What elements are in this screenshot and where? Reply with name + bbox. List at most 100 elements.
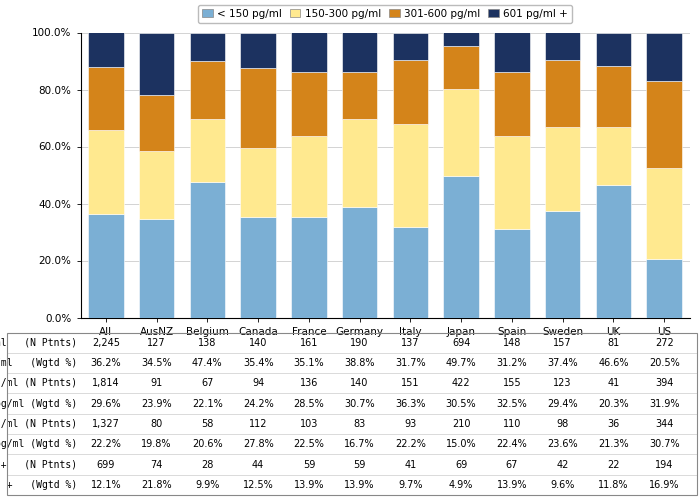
Text: 67: 67: [505, 460, 518, 469]
Text: 59: 59: [302, 460, 315, 469]
Bar: [646, 259, 682, 318]
Text: 31.7%: 31.7%: [395, 358, 426, 368]
Text: 28.5%: 28.5%: [293, 398, 324, 408]
Text: 20.3%: 20.3%: [598, 398, 629, 408]
Text: 30.7%: 30.7%: [344, 398, 375, 408]
Text: 11.8%: 11.8%: [598, 480, 629, 490]
Text: 36.3%: 36.3%: [395, 398, 426, 408]
Bar: [190, 120, 225, 182]
Bar: [646, 32, 682, 80]
Text: 140: 140: [249, 338, 267, 347]
Text: 22.2%: 22.2%: [395, 439, 426, 449]
Bar: [494, 32, 530, 72]
Bar: [88, 32, 124, 66]
Text: 694: 694: [452, 338, 470, 347]
Text: 15.0%: 15.0%: [446, 439, 477, 449]
Text: 91: 91: [150, 378, 162, 388]
Text: 32.5%: 32.5%: [496, 398, 527, 408]
Bar: [88, 130, 124, 214]
Bar: [139, 94, 174, 151]
Bar: [342, 207, 377, 318]
Text: 137: 137: [401, 338, 419, 347]
Text: 74: 74: [150, 460, 163, 469]
Bar: [190, 32, 225, 60]
Bar: [494, 228, 530, 318]
Bar: [342, 72, 377, 120]
Text: 36.2%: 36.2%: [90, 358, 121, 368]
Text: 9.7%: 9.7%: [398, 480, 423, 490]
Bar: [443, 89, 479, 176]
Text: 151: 151: [401, 378, 419, 388]
Bar: [240, 33, 276, 68]
Text: 13.9%: 13.9%: [496, 480, 527, 490]
Text: 136: 136: [300, 378, 318, 388]
Bar: [393, 60, 428, 124]
Text: 194: 194: [655, 460, 673, 469]
Text: 35.1%: 35.1%: [293, 358, 324, 368]
Text: 4.9%: 4.9%: [449, 480, 473, 490]
Text: 80: 80: [150, 419, 162, 429]
Bar: [494, 72, 530, 136]
Bar: [596, 32, 631, 66]
Text: 31.2%: 31.2%: [496, 358, 527, 368]
Bar: [291, 136, 327, 218]
Bar: [545, 127, 580, 211]
Text: 27.8%: 27.8%: [243, 439, 274, 449]
Text: < 150 pg/ml   (N Ptnts): < 150 pg/ml (N Ptnts): [0, 338, 77, 347]
Bar: [443, 46, 479, 89]
Text: 20.6%: 20.6%: [192, 439, 223, 449]
Bar: [342, 32, 377, 72]
Text: 422: 422: [452, 378, 470, 388]
Text: 23.6%: 23.6%: [547, 439, 578, 449]
Text: 699: 699: [97, 460, 115, 469]
Bar: [291, 218, 327, 318]
Bar: [190, 60, 225, 120]
Bar: [139, 32, 174, 94]
Text: 190: 190: [351, 338, 369, 347]
Bar: [393, 33, 428, 60]
Text: 110: 110: [503, 419, 521, 429]
Text: 9.9%: 9.9%: [195, 480, 220, 490]
Text: 301-600 pg/ml (Wgtd %): 301-600 pg/ml (Wgtd %): [0, 439, 77, 449]
Bar: [646, 80, 682, 168]
Text: 148: 148: [503, 338, 521, 347]
Bar: [240, 68, 276, 148]
Text: 13.9%: 13.9%: [293, 480, 324, 490]
Text: 98: 98: [556, 419, 568, 429]
Bar: [596, 66, 631, 127]
Text: 58: 58: [201, 419, 214, 429]
Text: 22.2%: 22.2%: [90, 439, 121, 449]
Bar: [596, 127, 631, 184]
Text: 47.4%: 47.4%: [192, 358, 223, 368]
Text: 138: 138: [198, 338, 216, 347]
Bar: [88, 66, 124, 130]
Bar: [545, 60, 580, 127]
Bar: [139, 151, 174, 219]
Bar: [240, 216, 276, 318]
Text: 301-600 pg/ml (N Ptnts): 301-600 pg/ml (N Ptnts): [0, 419, 77, 429]
Text: 12.5%: 12.5%: [243, 480, 274, 490]
Text: 155: 155: [503, 378, 522, 388]
Legend: < 150 pg/ml, 150-300 pg/ml, 301-600 pg/ml, 601 pg/ml +: < 150 pg/ml, 150-300 pg/ml, 301-600 pg/m…: [198, 5, 572, 24]
Bar: [596, 184, 631, 318]
Text: 103: 103: [300, 419, 318, 429]
Text: 22.1%: 22.1%: [192, 398, 223, 408]
Text: 16.7%: 16.7%: [344, 439, 375, 449]
Text: 81: 81: [608, 338, 620, 347]
Text: 46.6%: 46.6%: [598, 358, 629, 368]
Text: 24.2%: 24.2%: [243, 398, 274, 408]
Text: 123: 123: [554, 378, 572, 388]
Text: 161: 161: [300, 338, 318, 347]
Text: 41: 41: [608, 378, 620, 388]
Bar: [88, 214, 124, 318]
Text: 112: 112: [249, 419, 267, 429]
Text: 29.6%: 29.6%: [90, 398, 121, 408]
Text: 35.4%: 35.4%: [243, 358, 274, 368]
Text: 36: 36: [608, 419, 620, 429]
Text: 13.9%: 13.9%: [344, 480, 375, 490]
Text: 12.1%: 12.1%: [90, 480, 121, 490]
Text: 20.5%: 20.5%: [649, 358, 680, 368]
Text: 601 pg/ml +   (Wgtd %): 601 pg/ml + (Wgtd %): [0, 480, 77, 490]
Bar: [342, 120, 377, 207]
Text: 344: 344: [655, 419, 673, 429]
